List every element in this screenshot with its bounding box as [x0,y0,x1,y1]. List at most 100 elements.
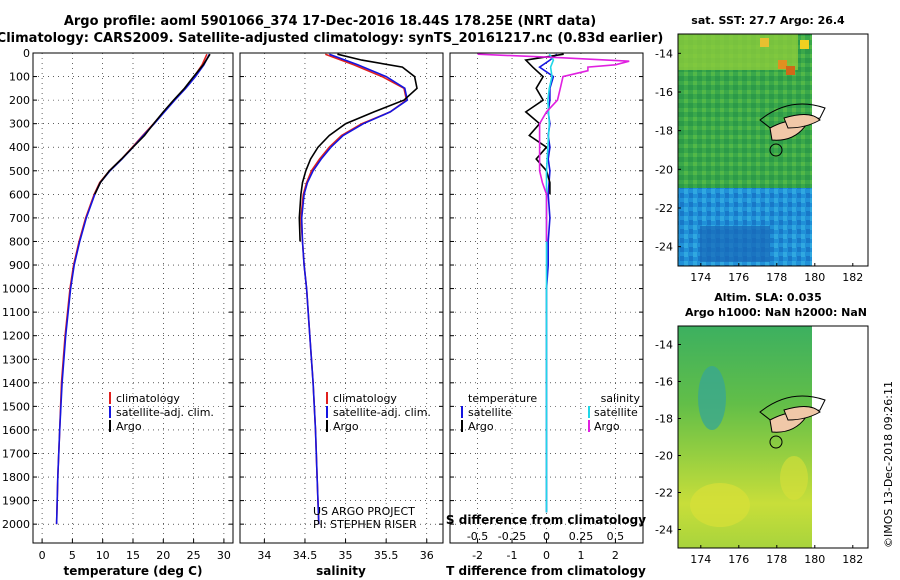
sla-map-title-1: Altim. SLA: 0.035 [714,291,821,304]
longitude-label: 180 [804,553,825,566]
salinity-axes [239,52,444,544]
y-tick-label: 100 [9,71,30,84]
latitude-label: -16 [655,376,673,389]
temperature-lines [55,53,211,525]
y-tick-label: 1000 [2,283,30,296]
series-line-argo [94,53,211,195]
longitude-label: 182 [842,271,863,284]
y-tick-label: 1900 [2,495,30,508]
sla-map-frame [677,325,869,549]
salinity-xlabel: salinity [316,564,366,578]
pi-annotation: PI: STEPHEN RISER [313,518,417,531]
latitude-label: -22 [655,202,673,215]
x-tick-label: -1 [507,549,518,562]
latitude-label: -20 [655,450,673,463]
difference-panel: -2 -1 0 1 2 -0.5 -0.25 0 0.25 0.5 S difference f… [446,52,646,578]
longitude-label: 176 [728,553,749,566]
legend-label-t-argo: Argo [468,420,494,433]
y-tick-label: 300 [9,118,30,131]
y-tick-label: 1500 [2,400,30,413]
s-difference-xlabel: S difference from climatology [446,513,646,527]
y-tick-label: 600 [9,188,30,201]
legend-label-satellite: satellite-adj. clim. [116,406,214,419]
x-tick-label: 34.5 [293,549,318,562]
latitude-label: -18 [655,413,673,426]
latitude-label: -22 [655,487,673,500]
latitude-label: -14 [655,47,673,60]
sst-field-cold [700,226,770,262]
sst-map-title: sat. SST: 27.7 Argo: 26.4 [691,14,845,27]
sla-high-anomaly [690,483,750,527]
salinity-panel: 34 34.5 35 35.5 36 salinity climatology sate… [239,52,444,578]
x-tick-label: 10 [96,549,110,562]
sst-latitude-labels: -14 -16 -18 -20 -22 -24 [655,47,681,254]
latitude-label: -16 [655,86,673,99]
temperature-axes [32,52,234,544]
difference-axes [449,52,644,544]
series-line-satellite-adj-clim- [300,53,409,525]
x-tick-label: 35.5 [374,549,399,562]
y-tick-label: 0 [23,47,30,60]
t-difference-tick-labels: -2 -1 0 1 2 [472,549,619,562]
x-tick-label: 35 [339,549,353,562]
difference-legend: temperature satellite Argo salinity sate… [461,392,640,433]
latitude-label: -24 [655,241,673,254]
sla-latitude-labels: -14 -16 -18 -20 -22 -24 [655,339,681,537]
pressure-tick-labels: 0 100 200 300 400 500 600 700 800 900 1000 1100 1200… [2,47,30,531]
imos-credit: ©IMOS 13-Dec-2018 09:26:11 [882,381,895,548]
x2-tick-label: 0.25 [569,530,594,543]
y-tick-label: 900 [9,259,30,272]
y-tick-label: 800 [9,235,30,248]
sst-pixel [786,66,795,75]
y-tick-label: 400 [9,141,30,154]
x-tick-label: 36 [420,549,434,562]
x2-tick-label: -0.25 [498,530,526,543]
longitude-label: 178 [766,271,787,284]
fiji-island [783,406,821,421]
x-tick-label: 0 [39,549,46,562]
x-tick-label: 20 [156,549,170,562]
difference-lines [477,53,630,513]
salinity-legend: climatology satellite-adj. clim. Argo [326,392,431,433]
fiji-island [783,114,821,129]
argo-position-marker [769,435,783,449]
sla-map-title-2: Argo h1000: NaN h2000: NaN [685,306,867,319]
x-tick-label: 5 [69,549,76,562]
longitude-label: 174 [690,271,711,284]
x-tick-label: 15 [126,549,140,562]
sla-longitude-labels: 174 176 178 180 182 [690,545,863,566]
x2-tick-label: 0 [543,530,550,543]
y-tick-label: 2000 [2,518,30,531]
latitude-label: -14 [655,339,673,352]
salinity-grid [240,52,443,543]
legend-label-t-satellite: satellite [468,406,512,419]
legend-label-argo: Argo [116,420,142,433]
sst-longitude-labels: 174 176 178 180 182 [690,263,863,284]
x-tick-label: 0 [543,549,550,562]
salinity-lines [298,53,418,525]
temperature-legend: climatology satellite-adj. clim. Argo [109,392,214,433]
x-tick-label: 34 [257,549,271,562]
sst-pixel [800,40,809,49]
s-difference-tick-labels: -0.5 -0.25 0 0.25 0.5 [467,530,624,543]
title-line1: Argo profile: aoml 5901066_374 17-Dec-20… [64,14,596,29]
y-tick-label: 1100 [2,306,30,319]
x-tick-label: 25 [187,549,201,562]
legend-label-climatology: climatology [333,392,397,405]
sla-map: Altim. SLA: 0.035 Argo h1000: NaN h2000:… [655,291,869,566]
series-line-t-satellite [538,53,558,513]
sst-pixel [778,60,787,69]
sla-low-anomaly [698,366,726,430]
longitude-label: 180 [804,271,825,284]
project-annotation: US ARGO PROJECT [313,505,415,518]
y-tick-label: 200 [9,94,30,107]
x-tick-label: 30 [217,549,231,562]
argo-position-marker [769,143,783,157]
latitude-label: -18 [655,125,673,138]
temperature-xlabel: temperature (deg C) [64,564,203,578]
salinity-tick-labels: 34 34.5 35 35.5 36 [257,549,433,562]
series-line-climatology [55,53,208,525]
x-tick-label: 1 [577,549,584,562]
x2-tick-label: 0.5 [607,530,625,543]
temperature-panel: 0100200300400500600700800900100011001200… [2,47,234,578]
